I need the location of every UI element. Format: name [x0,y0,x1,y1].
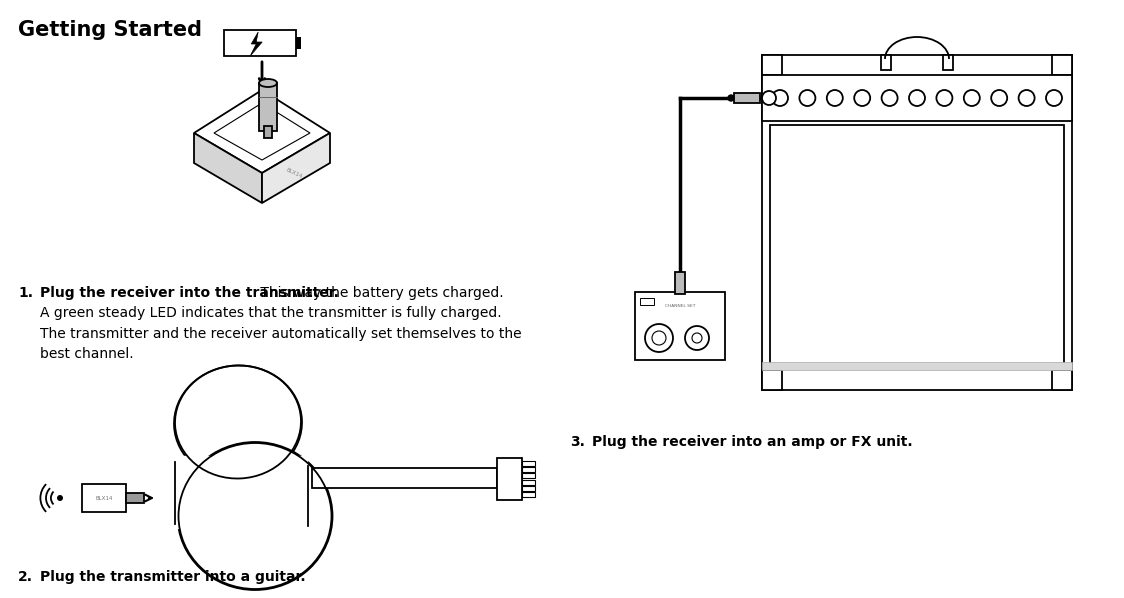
Bar [172,456,307,528]
Circle shape [1046,90,1062,106]
Bar [224,30,296,56]
Bar [635,292,725,360]
Bar [259,83,277,131]
Text: Plug the receiver into an amp or FX unit.: Plug the receiver into an amp or FX unit… [592,435,913,449]
Polygon shape [194,133,262,203]
Text: 2.: 2. [18,570,33,584]
Text: Plug the transmitter into a guitar.: Plug the transmitter into a guitar. [40,570,306,584]
Circle shape [881,90,898,106]
Text: best channel.: best channel. [40,347,134,362]
Circle shape [799,90,815,106]
Bar [264,126,272,138]
Circle shape [762,91,776,105]
Text: CHANNEL SET: CHANNEL SET [664,304,695,308]
Circle shape [1018,90,1034,106]
Circle shape [991,90,1007,106]
Ellipse shape [174,365,302,481]
Circle shape [909,90,925,106]
Bar [522,492,535,497]
Text: Getting Started: Getting Started [18,20,202,40]
Bar [1052,55,1072,75]
Bar [762,55,782,75]
Bar [762,55,1072,390]
Text: The transmitter and the receiver automatically set themselves to the: The transmitter and the receiver automat… [40,327,522,341]
Circle shape [963,90,980,106]
Text: A green steady LED indicates that the transmitter is fully charged.: A green steady LED indicates that the tr… [40,307,501,321]
Circle shape [652,331,667,345]
Circle shape [827,90,843,106]
Bar [762,362,1072,370]
Bar [82,484,126,512]
Bar [296,37,301,48]
Bar [522,461,535,466]
Circle shape [645,324,673,352]
Bar [497,458,522,500]
Bar [1052,370,1072,390]
Text: 3.: 3. [570,435,584,449]
Circle shape [728,95,734,101]
Bar [762,370,782,390]
Bar [522,474,535,478]
Polygon shape [262,133,330,203]
Text: 1.: 1. [18,286,33,300]
Ellipse shape [259,79,277,87]
Bar [522,467,535,472]
Bar [126,493,144,503]
Text: This way the battery gets charged.: This way the battery gets charged. [256,286,504,300]
Circle shape [854,90,870,106]
Bar [770,125,1064,366]
Circle shape [936,90,952,106]
Circle shape [772,90,788,106]
Bar [522,480,535,484]
Text: BLX14: BLX14 [96,496,112,501]
Bar [640,298,654,305]
Text: Plug the receiver into the transmitter.: Plug the receiver into the transmitter. [40,286,338,300]
Ellipse shape [178,442,333,590]
Circle shape [57,495,63,501]
Bar [943,55,953,70]
Bar [312,468,497,488]
Bar [881,55,891,70]
Circle shape [685,326,709,350]
Polygon shape [214,103,310,160]
Bar [676,272,685,294]
Bar [734,93,760,103]
Bar [762,75,1072,121]
Bar [522,486,535,491]
Text: BLX14: BLX14 [285,167,303,179]
Circle shape [692,333,702,343]
Polygon shape [251,32,262,56]
Polygon shape [194,90,330,173]
